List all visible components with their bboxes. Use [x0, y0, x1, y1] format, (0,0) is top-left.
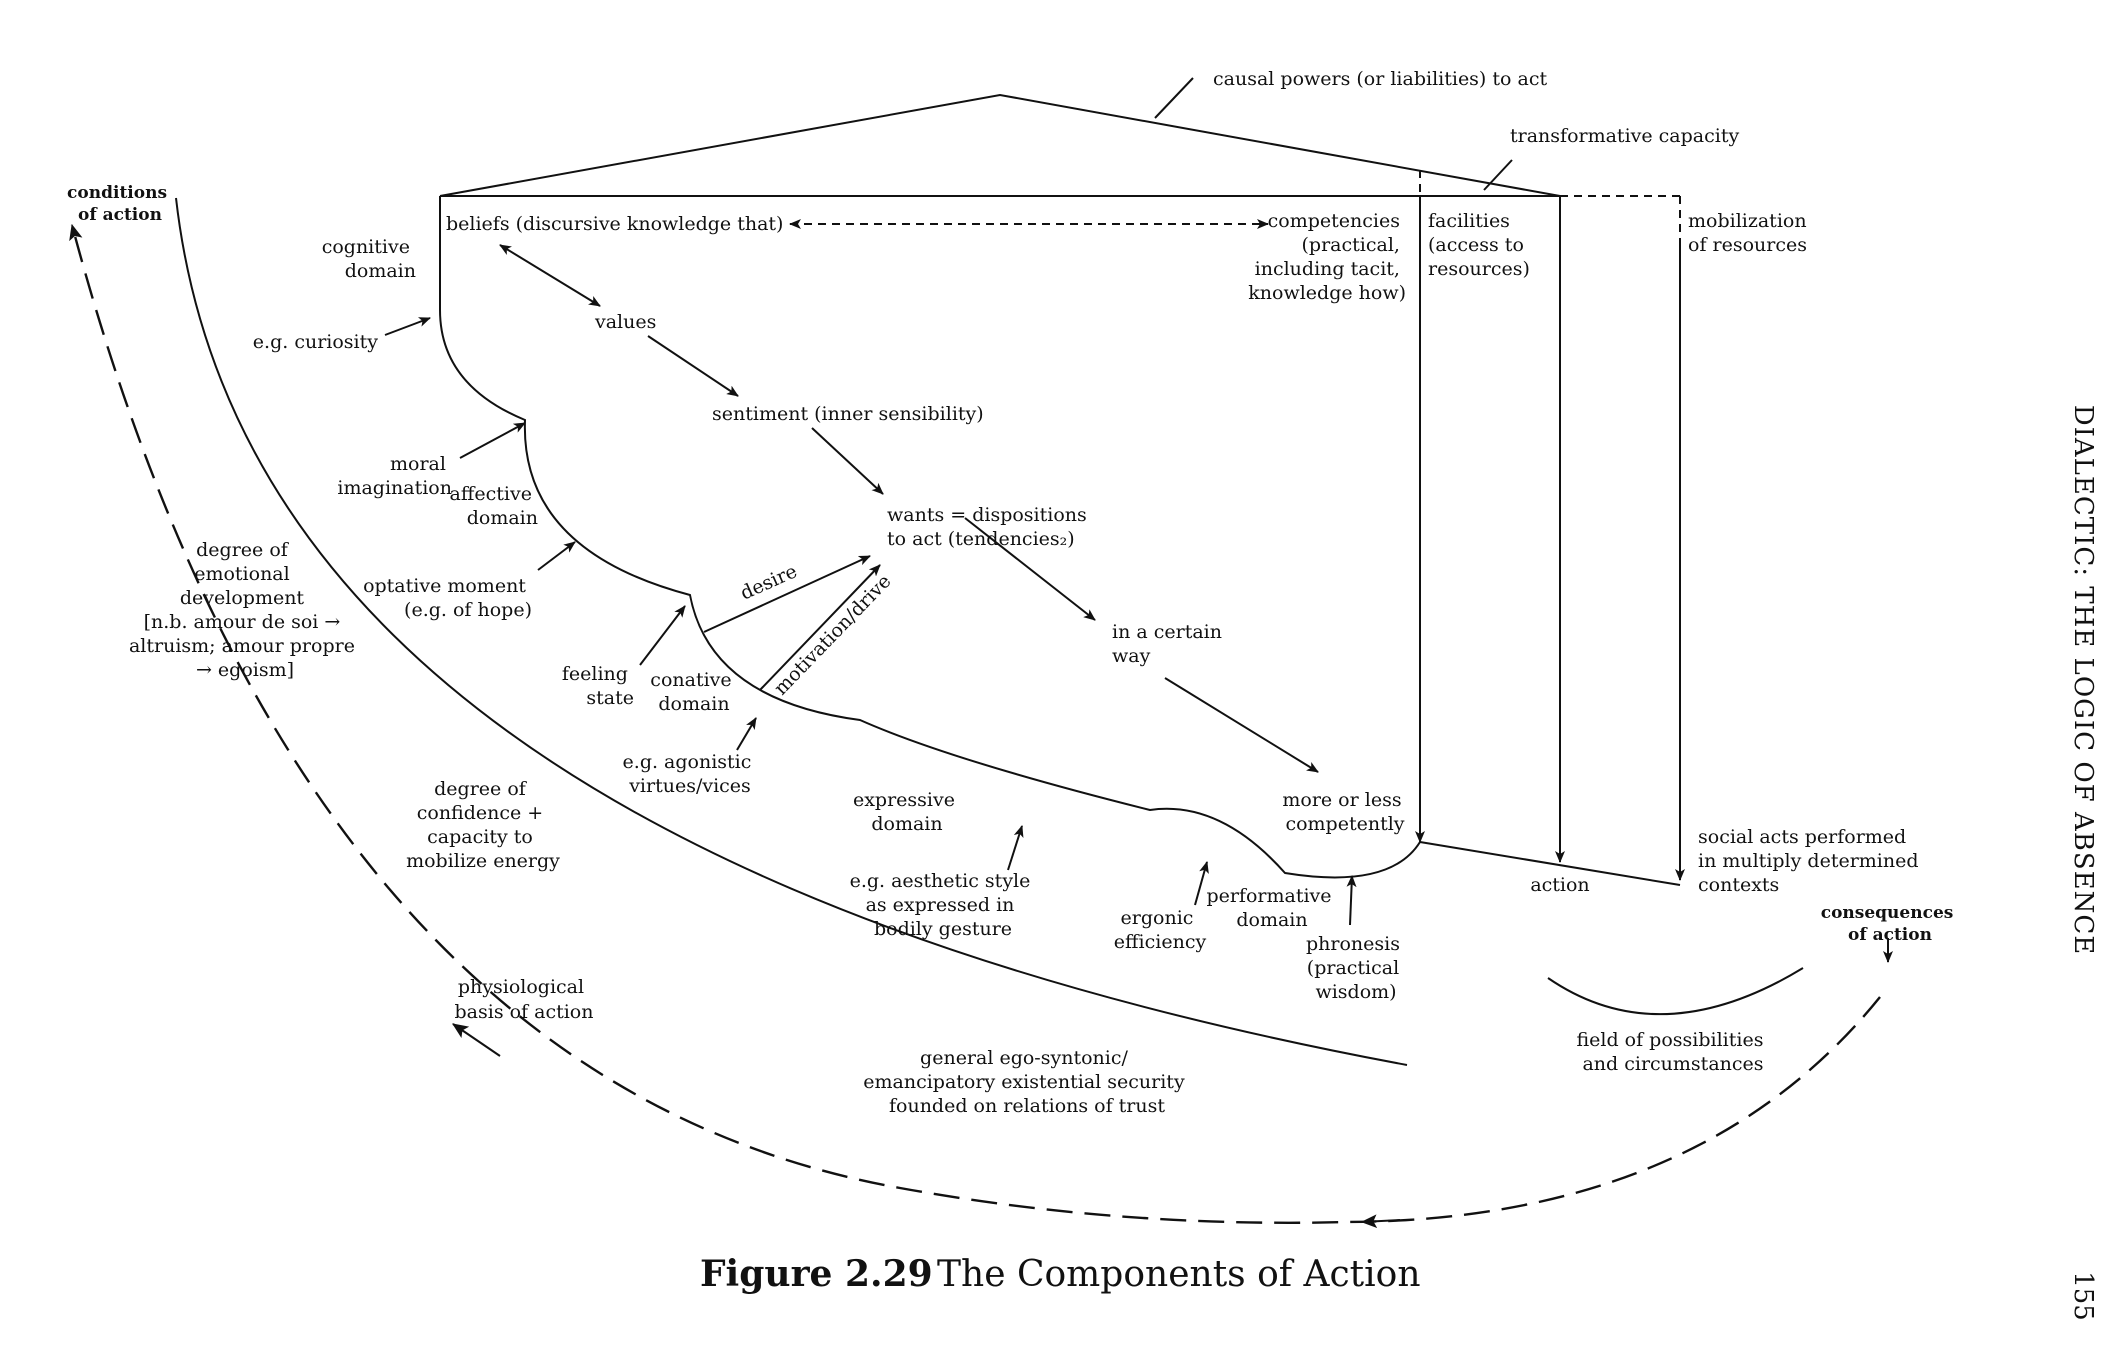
- label-emotional-development: degree of emotional development [n.b. am…: [129, 539, 361, 681]
- label-confidence: degree of confidence + capacity to mobil…: [406, 778, 560, 872]
- label-curiosity: e.g. curiosity: [253, 331, 378, 353]
- label-cognitive-domain: cognitive domain: [322, 236, 416, 282]
- label-conative-domain: conative domain: [650, 669, 737, 715]
- label-competencies: competencies (practical, including tacit…: [1248, 210, 1406, 304]
- label-desire: desire: [737, 560, 800, 604]
- label-performative-domain: performative domain: [1206, 885, 1337, 931]
- label-feeling-state: feeling state: [562, 663, 634, 709]
- page-number: 155: [2068, 1271, 2098, 1321]
- field-arc: [1547, 967, 1804, 1016]
- label-conditions-of-action: conditions of action: [67, 183, 173, 225]
- label-certain-way: in a certain way: [1112, 621, 1228, 667]
- caption-title: The Components of Action: [937, 1254, 1421, 1295]
- label-competently: more or less competently: [1282, 789, 1407, 835]
- label-moral-imagination: moral imagination: [337, 453, 452, 499]
- label-motivation-drive: motivation/drive: [770, 570, 896, 699]
- internal-arrows: [384, 219, 1357, 926]
- label-sentiment: sentiment (inner sensibility): [712, 403, 984, 425]
- label-ego-syntonic: general ego-syntonic/ emancipatory exist…: [863, 1047, 1190, 1117]
- caption-number: Figure 2.29: [700, 1253, 933, 1295]
- label-affective-domain: affective domain: [450, 483, 538, 529]
- label-field-of-possibilities: field of possibilities and circumstances: [1576, 1029, 1769, 1075]
- security-return-arrow: [1360, 1214, 1401, 1229]
- label-expressive-domain: expressive domain: [853, 789, 961, 835]
- roof-lines: [439, 77, 1680, 197]
- label-agonistic: e.g. agonistic virtues/vices: [623, 751, 758, 797]
- label-wants: wants = dispositions to act (tendencies₂…: [887, 504, 1093, 550]
- conditions-dashed-arc: [69, 223, 1881, 1224]
- label-optative-moment: optative moment (e.g. of hope): [363, 575, 532, 621]
- label-facilities: facilities (access to resources): [1428, 210, 1530, 280]
- label-phronesis: phronesis (practical wisdom): [1306, 933, 1406, 1003]
- label-transformative-capacity: transformative capacity: [1510, 125, 1739, 147]
- running-head: DIALECTIC: THE LOGIC OF ABSENCE: [2068, 405, 2098, 956]
- label-aesthetic-style: e.g. aesthetic style as expressed in bod…: [850, 870, 1037, 940]
- physiological-arrow: [452, 1023, 501, 1057]
- label-physiological: physiological basis of action: [455, 976, 594, 1023]
- text-labels: conditions of action causal powers (or l…: [67, 68, 1960, 1117]
- label-social-acts: social acts performed in multiply determ…: [1698, 826, 1925, 896]
- label-consequences-of-action: consequences of action: [1821, 903, 1960, 945]
- label-causal-powers: causal powers (or liabilities) to act: [1213, 68, 1547, 90]
- label-beliefs: beliefs (discursive knowledge that): [446, 213, 783, 235]
- figure-caption: Figure 2.29 The Components of Action: [700, 1253, 1421, 1295]
- label-mobilization: mobilization of resources: [1688, 210, 1813, 256]
- security-arc: [175, 197, 1408, 1066]
- label-ergonic: ergonic efficiency: [1114, 907, 1207, 953]
- label-action: action: [1530, 874, 1589, 896]
- right-vertical-lines: [1415, 170, 1685, 886]
- label-values: values: [594, 311, 656, 333]
